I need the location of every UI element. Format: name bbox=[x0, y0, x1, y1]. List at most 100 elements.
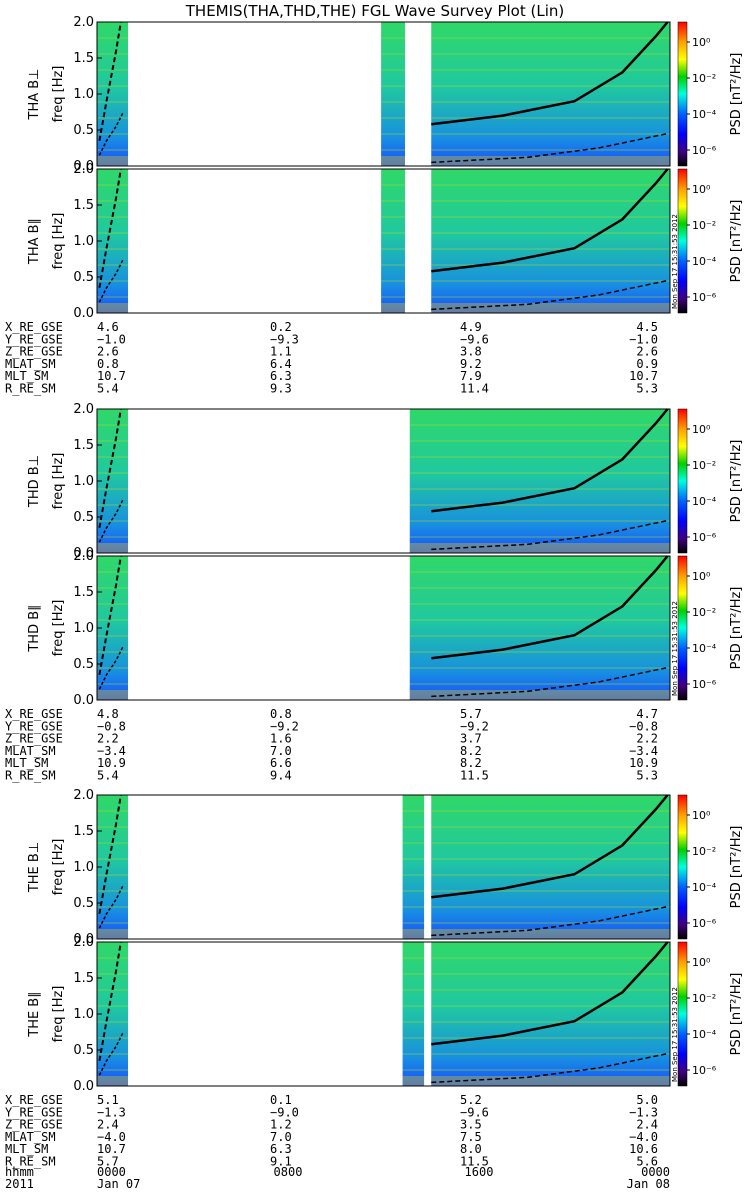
orbit-value: −9.2 bbox=[270, 719, 299, 733]
colorbar-tick-label: 10⁻⁶ bbox=[692, 1064, 717, 1077]
orbit-value: 0.8 bbox=[97, 357, 119, 371]
spectrogram-data-block bbox=[97, 942, 129, 1086]
orbit-value: 0.1 bbox=[270, 1093, 292, 1107]
low-frequency-band bbox=[97, 543, 129, 553]
colorbar-tick-label: 10⁻⁶ bbox=[692, 291, 717, 304]
y-tick-label: 1.5 bbox=[73, 198, 94, 213]
panel-ylabel: THE B⊥ bbox=[27, 842, 42, 893]
y-tick-label: 0.5 bbox=[73, 1043, 94, 1058]
frequency-curve bbox=[431, 941, 669, 1046]
orbit-value: 2.2 bbox=[636, 732, 658, 746]
orbit-value: −0.8 bbox=[97, 719, 126, 733]
colorbar-tick-label: 10⁻² bbox=[692, 606, 716, 619]
orbit-value: 6.6 bbox=[270, 756, 292, 770]
orbit-value: 9.3 bbox=[270, 382, 292, 396]
orbit-value: −9.2 bbox=[460, 719, 489, 733]
colorbar bbox=[677, 941, 688, 1087]
y-tick-label: 0.5 bbox=[73, 270, 94, 285]
colorbar-tick-label: 10⁻² bbox=[692, 72, 716, 85]
frequency-curve bbox=[98, 884, 124, 929]
frequency-curve bbox=[431, 905, 668, 937]
spectrogram-data-block bbox=[402, 942, 425, 1086]
y-tick-label: 1.0 bbox=[73, 621, 94, 636]
orbit-value: −1.3 bbox=[629, 1105, 658, 1119]
orbit-row-label: R_RE_SM bbox=[5, 382, 56, 396]
colorbar-tick-label: 10⁻² bbox=[692, 459, 716, 472]
orbit-value: 5.3 bbox=[636, 382, 658, 396]
orbit-row-label: Z_RE_GSE bbox=[5, 732, 63, 746]
y-tick-label: 1.5 bbox=[73, 585, 94, 600]
orbit-value: 5.0 bbox=[636, 1093, 658, 1107]
orbit-row-label: X_RE_GSE bbox=[5, 707, 63, 721]
orbit-value: 0.9 bbox=[636, 357, 658, 371]
panel-freq-label: freq [Hz] bbox=[51, 453, 66, 510]
colorbar-tick-label: 10⁻⁶ bbox=[692, 531, 717, 544]
panel-ylabel: THA B⊥ bbox=[27, 69, 42, 121]
spectrogram-data-block bbox=[431, 22, 670, 166]
frequency-curve bbox=[98, 1031, 124, 1076]
colorbar-tick-label: 10⁰ bbox=[692, 809, 711, 822]
low-frequency-band bbox=[97, 690, 129, 700]
time-tick-label: 0000 bbox=[641, 1165, 670, 1179]
low-frequency-band bbox=[431, 929, 670, 939]
spectrogram-data-block bbox=[381, 169, 405, 313]
colorbar-tick-label: 10⁻² bbox=[692, 845, 716, 858]
time-row-label: hhmm bbox=[5, 1165, 34, 1179]
colorbar-tick-label: 10⁻⁴ bbox=[692, 495, 717, 508]
y-tick-label: 1.0 bbox=[73, 1007, 94, 1022]
orbit-row-label: MLAT_SM bbox=[5, 357, 56, 371]
low-frequency-band bbox=[381, 303, 405, 313]
orbit-value: 11.4 bbox=[460, 382, 489, 396]
colorbar-tick-label: 10⁰ bbox=[692, 36, 711, 49]
spectrogram-panel: 0.0 0.5 1.0 1.5 2.0 THE B⊥ freq [Hz] 10⁰ 10⁻² 10⁻… bbox=[27, 788, 744, 947]
orbit-row-label: Y_RE_GSE bbox=[5, 719, 63, 733]
orbit-value: 2.6 bbox=[97, 345, 119, 359]
orbit-value: −1.0 bbox=[629, 332, 658, 346]
frequency-curve bbox=[431, 1052, 668, 1084]
orbit-row-label: Z_RE_GSE bbox=[5, 345, 63, 359]
low-frequency-band bbox=[97, 303, 129, 313]
panel-freq-label: freq [Hz] bbox=[51, 600, 66, 657]
orbit-value: 5.3 bbox=[636, 769, 658, 783]
colorbar-tick-label: 10⁻⁶ bbox=[692, 917, 717, 930]
frequency-curve bbox=[431, 408, 669, 513]
orbit-value: −9.6 bbox=[460, 1105, 489, 1119]
colorbar bbox=[677, 21, 688, 167]
spectrogram-panel: 0.0 0.5 1.0 1.5 2.0 THE B∥ freq [Hz] 10⁰ 10⁻² 10⁻… bbox=[27, 935, 744, 1094]
orbit-value: 4.9 bbox=[460, 320, 482, 334]
orbit-value: −3.4 bbox=[97, 744, 126, 758]
spectrogram-data-block bbox=[381, 22, 405, 166]
low-frequency-band bbox=[431, 1076, 670, 1086]
y-tick-label: 0.0 bbox=[73, 1079, 94, 1094]
spectrogram-data-block bbox=[97, 22, 129, 166]
spectrogram-data-block bbox=[431, 795, 670, 939]
spectrogram-data-block bbox=[409, 556, 670, 700]
orbit-row-label: Y_RE_GSE bbox=[5, 1105, 63, 1119]
frequency-curve bbox=[98, 21, 122, 141]
y-tick-label: 2.0 bbox=[73, 402, 94, 417]
probe-group-1: 0.0 0.5 1.0 1.5 2.0 THD B⊥ freq [Hz] 10⁰ 10⁻² 10⁻… bbox=[5, 402, 744, 783]
orbit-value: 5.2 bbox=[460, 1093, 482, 1107]
y-tick-label: 1.5 bbox=[73, 971, 94, 986]
colorbar bbox=[677, 794, 688, 940]
orbit-row-label: MLAT_SM bbox=[5, 744, 56, 758]
orbit-value: −1.3 bbox=[97, 1105, 126, 1119]
y-tick-label: 2.0 bbox=[73, 162, 94, 177]
probe-group-0: 0.0 0.5 1.0 1.5 2.0 THA B⊥ freq [Hz] 10⁰ 10⁻² 10⁻… bbox=[5, 15, 744, 396]
orbit-value: 5.7 bbox=[97, 1155, 119, 1169]
orbit-row-label: Z_RE_GSE bbox=[5, 1118, 63, 1132]
orbit-value: −4.0 bbox=[629, 1130, 658, 1144]
frequency-curve bbox=[431, 279, 668, 311]
orbit-value: 8.2 bbox=[460, 756, 482, 770]
orbit-value: 10.7 bbox=[97, 1142, 126, 1156]
orbit-value: −9.3 bbox=[270, 332, 299, 346]
y-tick-label: 0.5 bbox=[73, 896, 94, 911]
frequency-curve bbox=[98, 168, 122, 288]
orbit-value: 5.1 bbox=[97, 1093, 119, 1107]
chart-title: THEMIS(THA,THD,THE) FGL Wave Survey Plot… bbox=[185, 2, 564, 20]
low-frequency-band bbox=[402, 1076, 425, 1086]
y-tick-label: 0.5 bbox=[73, 123, 94, 138]
colorbar-tick-label: 10⁻⁶ bbox=[692, 144, 717, 157]
y-tick-label: 0.0 bbox=[73, 546, 94, 561]
time-tick-label: 1600 bbox=[465, 1165, 494, 1179]
